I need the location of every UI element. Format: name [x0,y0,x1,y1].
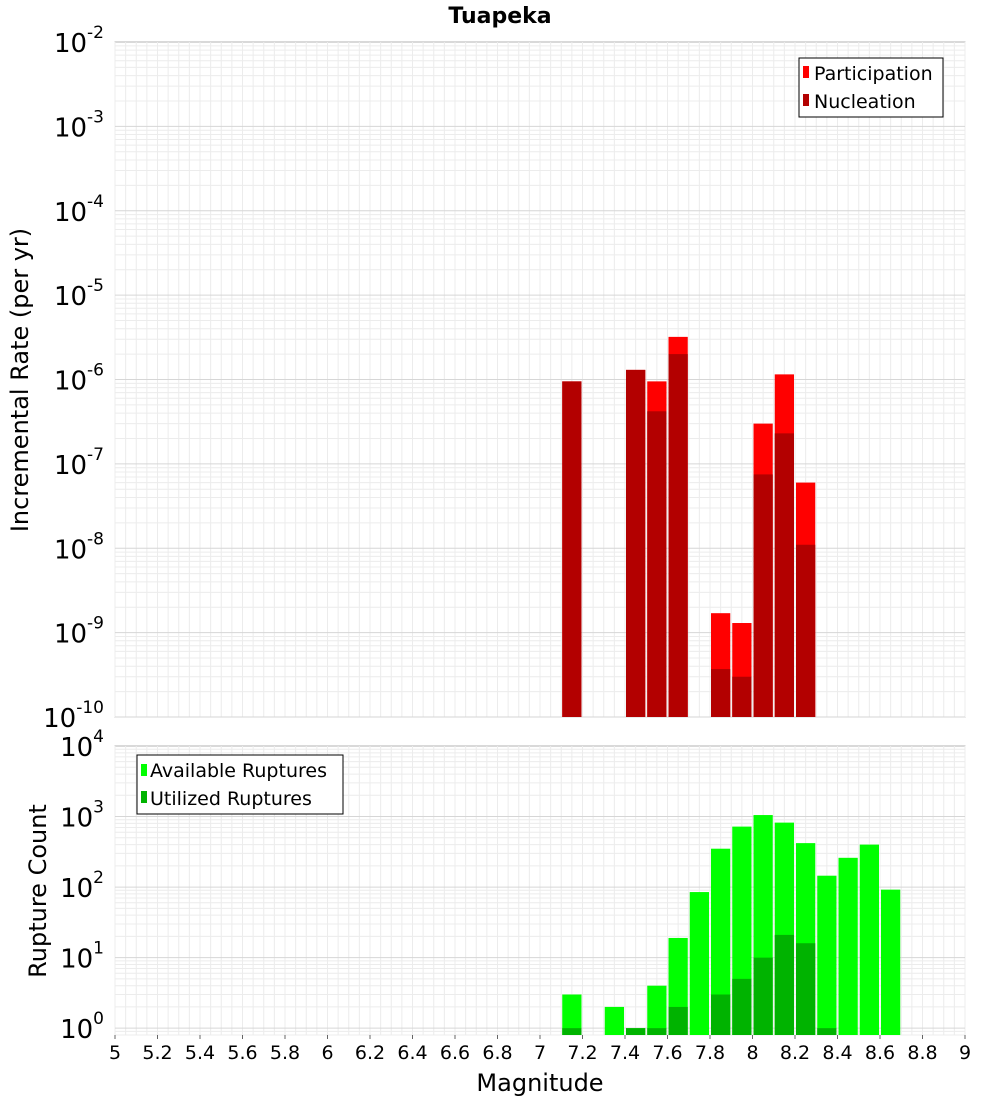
legend-swatch-nucleation [803,94,809,106]
bottom-grid [114,746,966,1036]
bar-nucleation [626,369,646,717]
y-tick-label: 102 [60,868,104,904]
bottom-legend: Available Ruptures Utilized Ruptures [136,754,344,815]
top-bars [562,336,816,717]
bar-utilized-ruptures [647,1028,667,1035]
x-tick-label: 5.6 [227,1042,257,1064]
y-tick-label: 101 [60,939,104,975]
x-ticks: 5 5.2 5.4 5.6 5.8 6 6.2 6.4 6.6 6.8 7 7.2 7.4 7.6 7.8 8… [109,1035,971,1064]
x-tick-label: 8 [746,1042,758,1064]
x-tick-label: 7.4 [610,1042,640,1064]
x-tick-label: 6.4 [397,1042,427,1064]
bar-utilized-ruptures [626,1028,646,1035]
x-tick-label: 5 [109,1042,121,1064]
bar-nucleation [774,433,794,717]
bar-available-ruptures [647,985,667,1035]
x-tick-label: 5.8 [270,1042,300,1064]
bar-utilized-ruptures [774,934,794,1035]
bottom-bars [562,815,901,1035]
bar-available-ruptures [604,1006,624,1035]
bar-utilized-ruptures [796,943,816,1035]
x-tick-label: 5.4 [185,1042,215,1064]
bottom-y-ticks: 100 101 102 103 104 [60,727,104,1045]
bottom-y-axis-label: Rupture Count [24,804,52,978]
bar-utilized-ruptures [711,994,731,1035]
bar-utilized-ruptures [753,957,773,1035]
legend-label-utilized: Utilized Ruptures [150,788,312,810]
x-tick-label: 5.2 [142,1042,172,1064]
x-tick-label: 7 [534,1042,546,1064]
bar-available-ruptures [817,875,837,1035]
bar-utilized-ruptures [732,978,752,1035]
x-tick-label: 7.6 [652,1042,682,1064]
y-tick-label: 10-8 [54,529,104,565]
legend-swatch-utilized [141,791,147,803]
bar-available-ruptures [881,889,901,1035]
y-tick-label: 100 [60,1009,104,1045]
legend-label-participation: Participation [814,63,933,85]
x-tick-label: 8.2 [780,1042,810,1064]
bar-nucleation [732,676,752,717]
x-tick-label: 6.8 [482,1042,512,1064]
x-tick-label: 8.6 [865,1042,895,1064]
bar-nucleation [796,544,816,717]
top-y-axis-label: Incremental Rate (per yr) [6,228,34,532]
legend-label-nucleation: Nucleation [814,91,916,113]
bar-available-ruptures [562,994,582,1035]
bar-nucleation [647,411,667,717]
legend-label-available: Available Ruptures [150,760,327,782]
bar-nucleation [711,669,731,717]
bar-available-ruptures [711,848,731,1035]
top-panel: 10-10 10-9 10-8 10-7 10-6 10-5 10-4 10-3 10-2 In… [6,23,966,734]
y-tick-label: 10-3 [54,107,104,143]
x-tick-label: 7.8 [695,1042,725,1064]
bar-available-ruptures [689,892,709,1035]
bottom-legend-box [136,754,344,815]
top-grid [114,42,966,718]
y-tick-label: 10-9 [54,614,104,650]
x-tick-label: 6.2 [355,1042,385,1064]
x-tick-label: 6.6 [440,1042,470,1064]
bar-nucleation [668,354,688,717]
legend-swatch-participation [803,66,809,78]
x-tick-label: 9 [959,1042,971,1064]
y-tick-label: 10-7 [54,445,104,481]
bar-utilized-ruptures [562,1028,582,1035]
x-tick-label: 7.2 [567,1042,597,1064]
bottom-panel: 100 101 102 103 104 5 5.2 5.4 5.6 5.8 6 6.2 6.4 6.6 6… [24,727,971,1097]
top-y-ticks: 10-10 10-9 10-8 10-7 10-6 10-5 10-4 10-3 10-2 [43,23,104,734]
y-tick-label: 10-4 [54,192,104,228]
x-tick-label: 8.8 [907,1042,937,1064]
y-tick-label: 10-2 [54,23,104,59]
bar-available-ruptures [859,844,879,1035]
x-tick-label: 6 [321,1042,333,1064]
bar-nucleation [753,474,773,717]
bar-utilized-ruptures [668,1006,688,1035]
y-tick-label: 103 [60,798,104,834]
bar-available-ruptures [838,857,858,1035]
bar-utilized-ruptures [817,1028,837,1035]
legend-swatch-available [141,764,147,776]
top-legend-box [798,57,944,118]
chart-title: Tuapeka [448,4,551,29]
top-legend: Participation Nucleation [798,57,944,118]
x-axis-label: Magnitude [476,1069,603,1097]
bar-nucleation [562,381,582,717]
y-tick-label: 104 [60,727,104,763]
y-tick-label: 10-6 [54,361,104,397]
x-tick-label: 8.4 [822,1042,852,1064]
y-tick-label: 10-5 [54,276,104,312]
y-tick-label: 10-10 [43,698,104,734]
